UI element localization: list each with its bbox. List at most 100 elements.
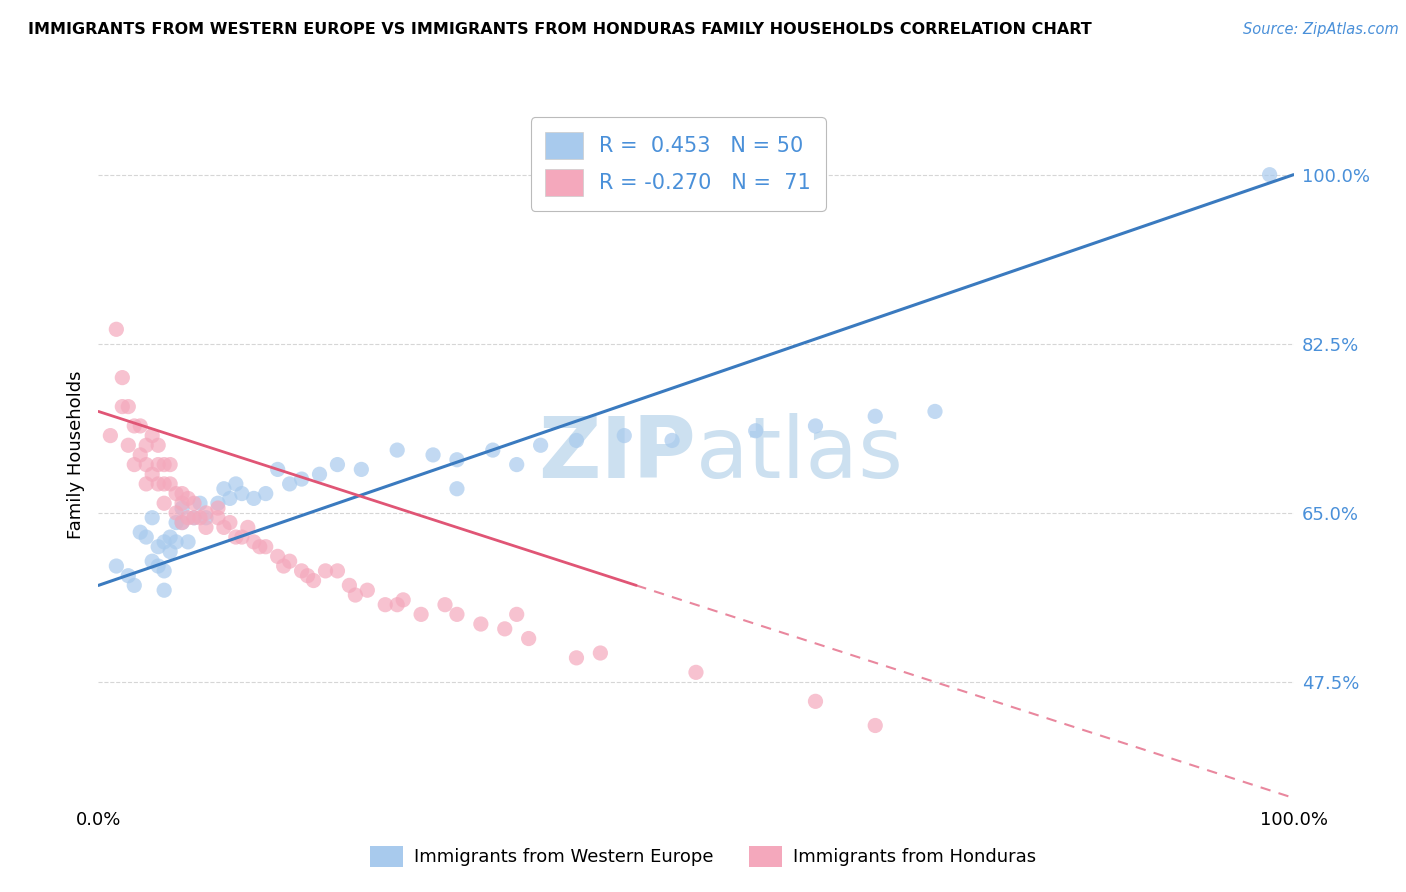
Point [219,491,242,506]
Point [135,438,157,452]
Point [153,496,176,510]
Point [159,458,181,472]
Point [135,530,157,544]
Legend: R =  0.453   N = 50, R = -0.270   N =  71: R = 0.453 N = 50, R = -0.270 N = 71 [530,118,825,211]
Point [159,476,181,491]
Point [344,588,367,602]
Point [481,443,505,458]
Point [411,607,433,622]
Legend: Immigrants from Western Europe, Immigrants from Honduras: Immigrants from Western Europe, Immigran… [363,838,1043,874]
Point [494,622,516,636]
Point [153,535,176,549]
Point [433,598,456,612]
Point [863,718,886,732]
Point [177,491,200,506]
Point [565,434,588,448]
Point [517,632,540,646]
Point [315,564,337,578]
Point [153,564,176,578]
Point [177,510,200,524]
Point [326,458,349,472]
Point [243,491,266,506]
Text: IMMIGRANTS FROM WESTERN EUROPE VS IMMIGRANTS FROM HONDURAS FAMILY HOUSEHOLDS COR: IMMIGRANTS FROM WESTERN EUROPE VS IMMIGR… [28,22,1092,37]
Point [172,516,194,530]
Point [243,535,266,549]
Point [153,476,176,491]
Point [135,476,157,491]
Point [105,559,128,574]
Text: atlas: atlas [696,413,904,497]
Point [129,419,152,434]
Point [236,520,259,534]
Point [529,438,551,452]
Point [506,458,529,472]
Point [148,458,170,472]
Point [446,452,468,467]
Point [302,574,325,588]
Point [225,476,247,491]
Point [326,564,349,578]
Point [207,510,229,524]
Point [446,482,468,496]
Point [105,322,128,336]
Point [565,651,588,665]
Point [350,462,373,476]
Point [225,530,247,544]
Point [446,607,468,622]
Point [153,458,176,472]
Point [141,510,163,524]
Point [165,516,187,530]
Point [124,419,146,434]
Point [194,510,217,524]
Point [148,559,170,574]
Point [254,486,277,500]
Point [392,592,415,607]
Point [374,598,396,612]
Point [273,559,295,574]
Point [188,496,211,510]
Point [308,467,330,482]
Point [207,496,229,510]
Point [290,472,312,486]
Point [117,400,139,414]
Point [165,506,187,520]
Point [148,540,170,554]
Point [385,443,409,458]
Point [278,554,301,568]
Point [117,568,139,582]
Point [111,400,134,414]
Point [613,428,636,442]
Point [745,424,768,438]
Point [183,510,205,524]
Point [385,598,409,612]
Point [172,486,194,500]
Point [141,554,163,568]
Point [165,486,187,500]
Point [172,496,194,510]
Point [98,428,122,442]
Point [111,370,134,384]
Point [177,535,200,549]
Point [153,583,176,598]
Point [589,646,612,660]
Point [129,525,152,540]
Point [129,448,152,462]
Point [159,544,181,558]
Point [685,665,707,680]
Point [267,549,290,564]
Point [804,419,827,434]
Point [124,458,146,472]
Point [661,434,683,448]
Point [148,438,170,452]
Point [172,501,194,516]
Point [506,607,529,622]
Point [194,506,217,520]
Point [188,510,211,524]
Point [165,535,187,549]
Point [254,540,277,554]
Text: Source: ZipAtlas.com: Source: ZipAtlas.com [1243,22,1399,37]
Point [135,458,157,472]
Point [1258,168,1281,182]
Point [337,578,360,592]
Point [231,486,253,500]
